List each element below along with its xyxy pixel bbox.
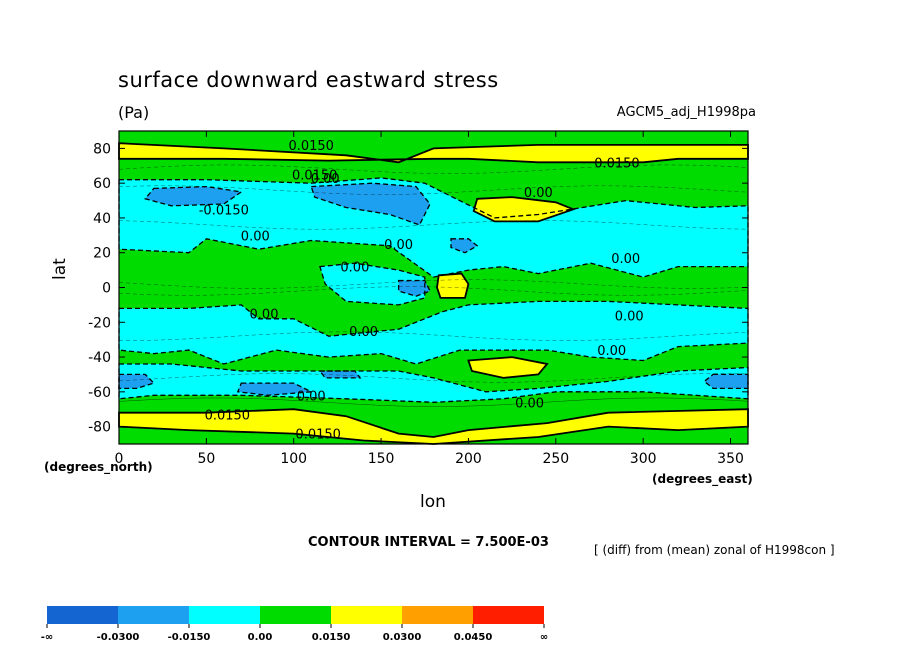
- x-tick-label-0: 0: [115, 451, 124, 467]
- colorbar-label-0: -∞: [41, 632, 53, 643]
- contour-line-1: [118, 177, 749, 278]
- contour-label-16: 0.0150: [205, 408, 251, 423]
- colorbar-swatch-1: [118, 606, 189, 624]
- contour-label-10: 0.00: [250, 308, 279, 323]
- contour-region-7: [398, 280, 430, 297]
- contour-region-14: [237, 383, 312, 396]
- chart-title: surface downward eastward stress: [118, 68, 499, 92]
- contour-line-9: [118, 300, 749, 365]
- contour-line-11: [467, 356, 549, 379]
- contour-line-0: [118, 142, 749, 164]
- colorbar-label-2: -0.0150: [168, 632, 211, 643]
- y-tick-label-7: -60: [88, 385, 111, 401]
- contour-label-3: 0.00: [311, 172, 340, 187]
- x-tick-label-5: 250: [542, 451, 569, 467]
- colorbar-swatch-2: [189, 606, 260, 624]
- contour-label-2: 0.0150: [292, 168, 338, 183]
- contour-region-6: [319, 263, 425, 305]
- difference-note: [ (diff) from (mean) zonal of H1998con ]: [594, 543, 835, 557]
- contour-region-11: [468, 357, 548, 378]
- colorbar-swatch-6: [473, 606, 544, 624]
- thin-contour-7: [118, 397, 749, 407]
- colorbar-label-7: ∞: [540, 632, 548, 643]
- contour-line-4: [310, 182, 431, 226]
- colorbar-swatch-5: [402, 606, 473, 624]
- x-tick-label-6: 300: [630, 451, 657, 467]
- contour-region-12: [119, 374, 154, 389]
- contour-label-6: 0.00: [241, 229, 270, 244]
- y-tick-label-5: -20: [88, 315, 111, 331]
- contour-label-11: 0.00: [349, 325, 378, 340]
- x-tick-label-2: 100: [280, 451, 307, 467]
- colorbar-legend: -∞ -0.0300 -0.0150 0.00 0.0150 0.0300 0.0450 ∞: [41, 606, 548, 643]
- contour-label-13: 0.00: [597, 344, 626, 359]
- contour-region-0: [119, 143, 748, 163]
- y-units-note: (degrees_north): [44, 460, 153, 474]
- x-units-note: (degrees_east): [652, 472, 753, 486]
- contour-region-1: [119, 177, 748, 278]
- contour-line-2: [472, 196, 576, 223]
- contour-line-15: [318, 370, 362, 379]
- y-tick-label-8: -80: [88, 420, 111, 436]
- contour-region-9: [119, 301, 748, 364]
- run-label: AGCM5_adj_H1998pa: [616, 105, 756, 120]
- colorbar-label-1: -0.0300: [97, 632, 140, 643]
- contour-label-1: 0.0150: [594, 156, 640, 171]
- contour-region-4: [311, 183, 430, 225]
- contour-line-5: [450, 238, 479, 254]
- x-tick-label-7: 350: [717, 451, 744, 467]
- contour-line-13: [703, 373, 749, 390]
- y-tick-label-1: 60: [93, 176, 111, 192]
- colorbar-swatch-3: [260, 606, 331, 624]
- y-tick-label-6: -40: [88, 350, 111, 366]
- colorbar-label-3: 0.00: [248, 632, 273, 643]
- contour-region-15: [319, 371, 361, 378]
- contour-label-12: 0.00: [615, 309, 644, 324]
- contour-label-7: 0.00: [384, 238, 413, 253]
- contour-region-16: [119, 409, 748, 444]
- contour-region-2: [473, 197, 574, 222]
- contour-interval-label: CONTOUR INTERVAL = 7.500E-03: [308, 535, 549, 550]
- x-tick-label-4: 200: [455, 451, 482, 467]
- contour-line-6: [319, 262, 426, 306]
- colorbar-label-4: 0.0150: [312, 632, 351, 643]
- contour-label-17: 0.0150: [295, 428, 341, 443]
- y-tick-label-3: 20: [93, 246, 111, 262]
- contour-line-14: [236, 382, 314, 396]
- contour-label-15: 0.00: [515, 396, 544, 411]
- contour-line-7: [397, 279, 431, 297]
- contour-labels-layer: 0.01500.01500.01500.000.00-0.01500.000.0…: [199, 139, 644, 443]
- x-axis-label: lon: [420, 492, 446, 512]
- contour-label-14: 0.00: [297, 389, 326, 404]
- contour-label-0: 0.0150: [288, 139, 334, 154]
- contour-label-5: -0.0150: [199, 203, 249, 218]
- colorbar-label-5: 0.0300: [383, 632, 422, 643]
- contour-label-9: 0.00: [340, 261, 369, 276]
- y-tick-label-2: 40: [93, 211, 111, 227]
- contour-line-8: [436, 272, 470, 299]
- x-tick-label-1: 50: [197, 451, 215, 467]
- contour-region-8: [437, 273, 469, 298]
- y-tick-label-4: 0: [102, 281, 111, 297]
- contour-label-8: 0.00: [611, 252, 640, 267]
- contour-region-13: [704, 374, 748, 389]
- y-tick-label-0: 80: [93, 141, 111, 157]
- x-tick-label-3: 150: [368, 451, 395, 467]
- colorbar-label-6: 0.0450: [454, 632, 493, 643]
- colorbar-swatch-4: [331, 606, 402, 624]
- colorbar-swatch-0: [47, 606, 118, 624]
- contour-label-4: 0.00: [524, 186, 553, 201]
- contour-region-3: [145, 186, 242, 206]
- axes-layer: 0 50 100 150 200 250 300 350806040200-20-40-60-…: [88, 130, 749, 467]
- units-label: (Pa): [118, 103, 150, 122]
